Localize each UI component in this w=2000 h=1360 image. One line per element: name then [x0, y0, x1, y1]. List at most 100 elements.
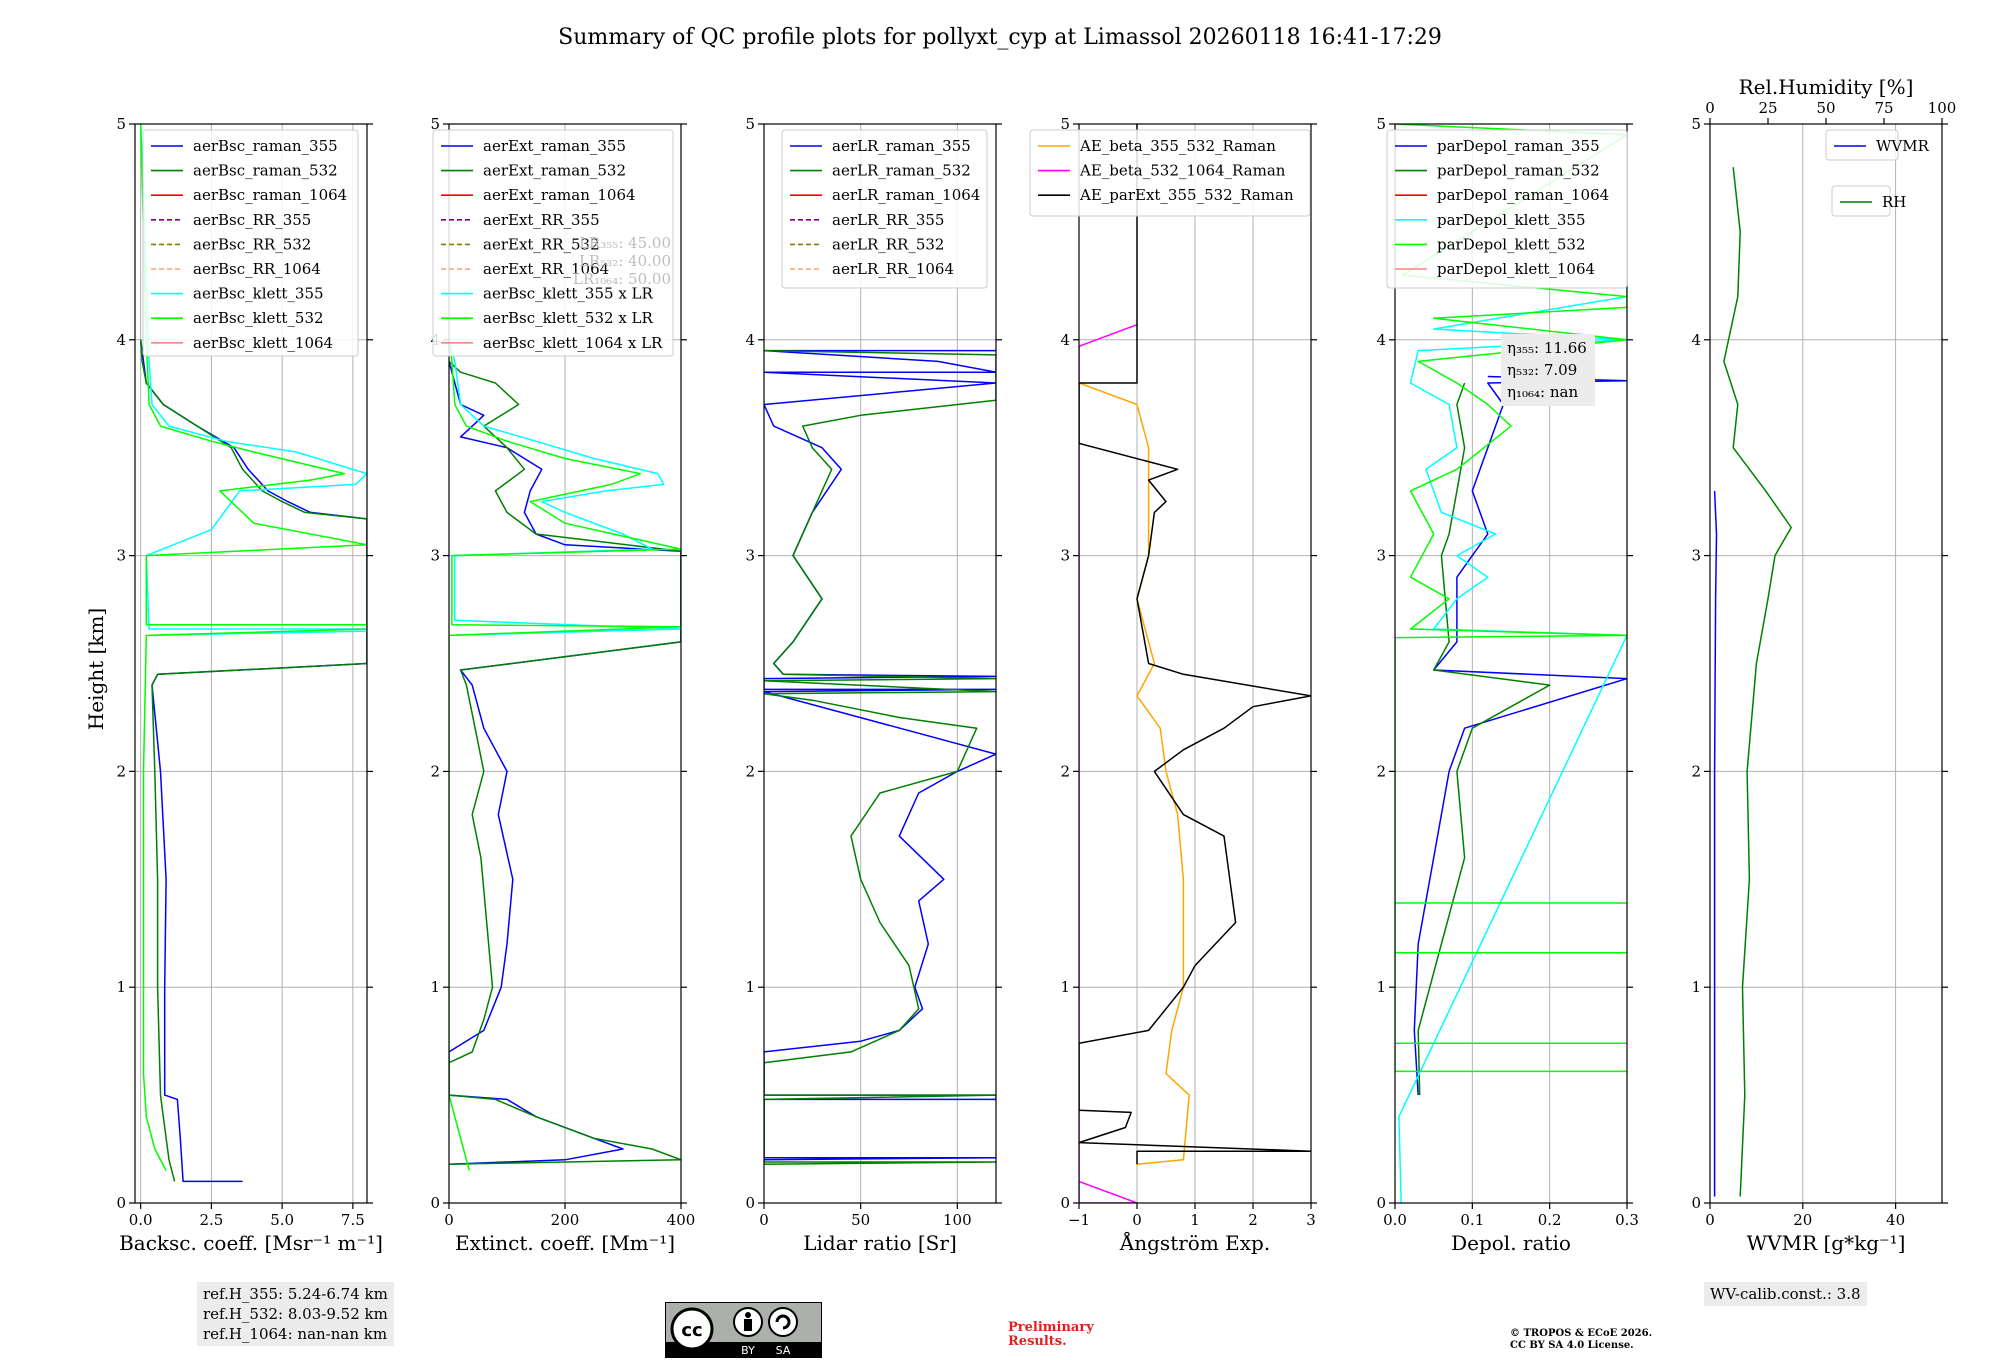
copyright-line-2: CC BY SA 4.0 License.	[1510, 1340, 1634, 1351]
ytick-label-wv-2: 2	[1691, 762, 1701, 780]
ytick-label-ae-4: 4	[1060, 331, 1070, 349]
legend-label-bsc-4: aerBsc_RR_532	[193, 235, 311, 253]
ytick-label-lr-5: 5	[745, 115, 755, 133]
series-group-ae	[1079, 124, 1311, 1203]
lr-note-0: LR₃₅₅: 45.00	[579, 234, 671, 252]
series-line-ext-0	[449, 361, 681, 1165]
chart-title: Summary of QC profile plots for pollyxt_…	[558, 25, 1442, 50]
series-line-depol-2	[1398, 145, 1627, 1203]
wv-calib-box: WV-calib.const.: 3.8	[1704, 1282, 1867, 1306]
panel-ext: 0123450200400Extinct. coeff. [Mm⁻¹]aerEx…	[430, 115, 695, 1255]
ytick-label-ext-2: 2	[430, 762, 440, 780]
eta-line-1: η₅₃₂: 7.09	[1507, 361, 1577, 379]
legend-depol: parDepol_raman_355 parDepol_raman_532 parD…	[1386, 129, 1628, 289]
legend-box-ext	[432, 129, 674, 357]
preliminary-note: Preliminary Results.	[1008, 1321, 1094, 1349]
legend-label-depol-2: parDepol_raman_1064	[1437, 186, 1609, 204]
legend-lr: aerLR_raman_355 aerLR_raman_532 aerLR_rama…	[781, 129, 988, 289]
series-group-wv	[1713, 167, 1792, 1197]
xtick-label-ae-0: −1	[1068, 1211, 1090, 1229]
legend-label-ae-1: AE_beta_532_1064_Raman	[1079, 162, 1286, 180]
ytick-label-bsc-5: 5	[116, 115, 126, 133]
top-tick-label-0: 0	[1705, 99, 1715, 117]
legend-label-lr-1: aerLR_raman_532	[832, 162, 971, 180]
svg-text:cc: cc	[681, 1320, 702, 1341]
ytick-label-wv-0: 0	[1691, 1194, 1701, 1212]
top-tick-label-4: 100	[1928, 99, 1957, 117]
legend-bsc: aerBsc_raman_355 aerBsc_raman_532 aerBsc_r…	[142, 129, 359, 357]
series-line-bsc-0	[139, 339, 367, 1183]
share-alike-icon	[768, 1307, 798, 1337]
xtick-label-depol-2: 0.2	[1538, 1211, 1562, 1229]
top-tick-label-2: 50	[1816, 99, 1835, 117]
lr-note-1: LR₅₃₂: 40.00	[579, 252, 671, 270]
lr-note-2: LR₁₀₆₄: 50.00	[573, 270, 671, 288]
series-line-ext-1	[449, 360, 681, 1165]
copyright-line-1: © TROPOS & ECoE 2026.	[1510, 1328, 1653, 1339]
ytick-label-depol-0: 0	[1376, 1194, 1386, 1212]
ytick-label-ae-1: 1	[1060, 978, 1070, 996]
axes-frame-lr	[763, 123, 997, 1204]
legend-box-depol	[1386, 129, 1628, 289]
top-tick-label-3: 75	[1874, 99, 1893, 117]
eta-annotation: η₃₅₅: 11.66 η₅₃₂: 7.09 η₁₀₆₄: nan	[1501, 334, 1595, 406]
x-axis-label-bsc: Backsc. coeff. [Msr⁻¹ m⁻¹]	[119, 1231, 383, 1255]
legend-label-ext-5: aerExt_RR_1064	[483, 260, 609, 278]
badge-sa-label: SA	[776, 1344, 791, 1357]
xtick-label-ae-3: 2	[1248, 1211, 1258, 1229]
series-group-lr	[764, 349, 996, 1165]
ytick-label-ext-0: 0	[430, 1194, 440, 1212]
legend-label-depol-3: parDepol_klett_355	[1437, 211, 1586, 229]
copyright-note: © TROPOS & ECoE 2026. CC BY SA 4.0 Licen…	[1510, 1328, 1652, 1352]
series-line-depol-0	[1413, 375, 1627, 1096]
legend-label-depol-1: parDepol_raman_532	[1437, 162, 1600, 180]
x-axis-label-ae: Ångström Exp.	[1119, 1230, 1270, 1255]
x-axis-label-ext: Extinct. coeff. [Mm⁻¹]	[455, 1231, 675, 1255]
cc-license-badge: cc BY SA	[665, 1302, 822, 1358]
ytick-label-wv-4: 4	[1691, 331, 1701, 349]
legend-box-lr	[781, 129, 988, 289]
legend-ext: aerExt_raman_355 aerExt_raman_532 aerExt_r…	[432, 129, 674, 357]
legend-label-ae-0: AE_beta_355_532_Raman	[1079, 137, 1276, 155]
xtick-label-ae-4: 3	[1306, 1211, 1316, 1229]
y-axis-label: Height [km]	[84, 608, 108, 730]
ytick-label-ext-1: 1	[430, 978, 440, 996]
xtick-label-depol-3: 0.3	[1615, 1211, 1639, 1229]
legend-label-ext-0: aerExt_raman_355	[483, 137, 626, 155]
series-line-ae-0	[1079, 382, 1190, 1165]
ytick-label-bsc-4: 4	[116, 331, 126, 349]
xtick-label-lr-1: 50	[851, 1211, 870, 1229]
xtick-label-bsc-3: 7.5	[341, 1211, 365, 1229]
ytick-label-bsc-1: 1	[116, 978, 126, 996]
xtick-label-ext-1: 200	[551, 1211, 580, 1229]
ytick-label-ae-3: 3	[1060, 547, 1070, 565]
ytick-label-ext-3: 3	[430, 547, 440, 565]
xtick-label-wv-2: 40	[1886, 1211, 1905, 1229]
top-axis-label: Rel.Humidity [%]	[1739, 75, 1914, 99]
series-line-ext-2	[449, 339, 681, 637]
legend-label-bsc-3: aerBsc_RR_355	[193, 211, 311, 229]
ytick-label-depol-3: 3	[1376, 547, 1386, 565]
ref-height-355: ref.H_355: 5.24-6.74 km	[203, 1285, 388, 1303]
ytick-label-bsc-0: 0	[116, 1194, 126, 1212]
legend-label-ext-2: aerExt_raman_1064	[483, 186, 636, 204]
xtick-label-lr-0: 0	[759, 1211, 769, 1229]
legend-box-bsc	[142, 129, 359, 357]
xtick-label-bsc-2: 5.0	[270, 1211, 294, 1229]
legend-box-ae	[1029, 129, 1311, 217]
xtick-label-ext-2: 400	[667, 1211, 696, 1229]
legend-label-depol-5: parDepol_klett_1064	[1437, 260, 1595, 278]
xtick-label-wv-1: 20	[1793, 1211, 1812, 1229]
ytick-label-wv-3: 3	[1691, 547, 1701, 565]
legend-label-wv-2-0: RH	[1882, 193, 1906, 211]
series-group-ext	[449, 339, 681, 1171]
series-line-wv-0	[1713, 490, 1718, 1197]
ytick-label-lr-1: 1	[745, 978, 755, 996]
xtick-label-ae-2: 1	[1190, 1211, 1200, 1229]
series-line-lr-0	[764, 349, 996, 1161]
legend-label-bsc-5: aerBsc_RR_1064	[193, 260, 321, 278]
xtick-label-lr-2: 100	[943, 1211, 972, 1229]
panel-depol: 0 1 2 3 4 5 0.0 0.1 0.2 0.3 Depol. ratio parDepol_r…	[1376, 115, 1638, 1255]
